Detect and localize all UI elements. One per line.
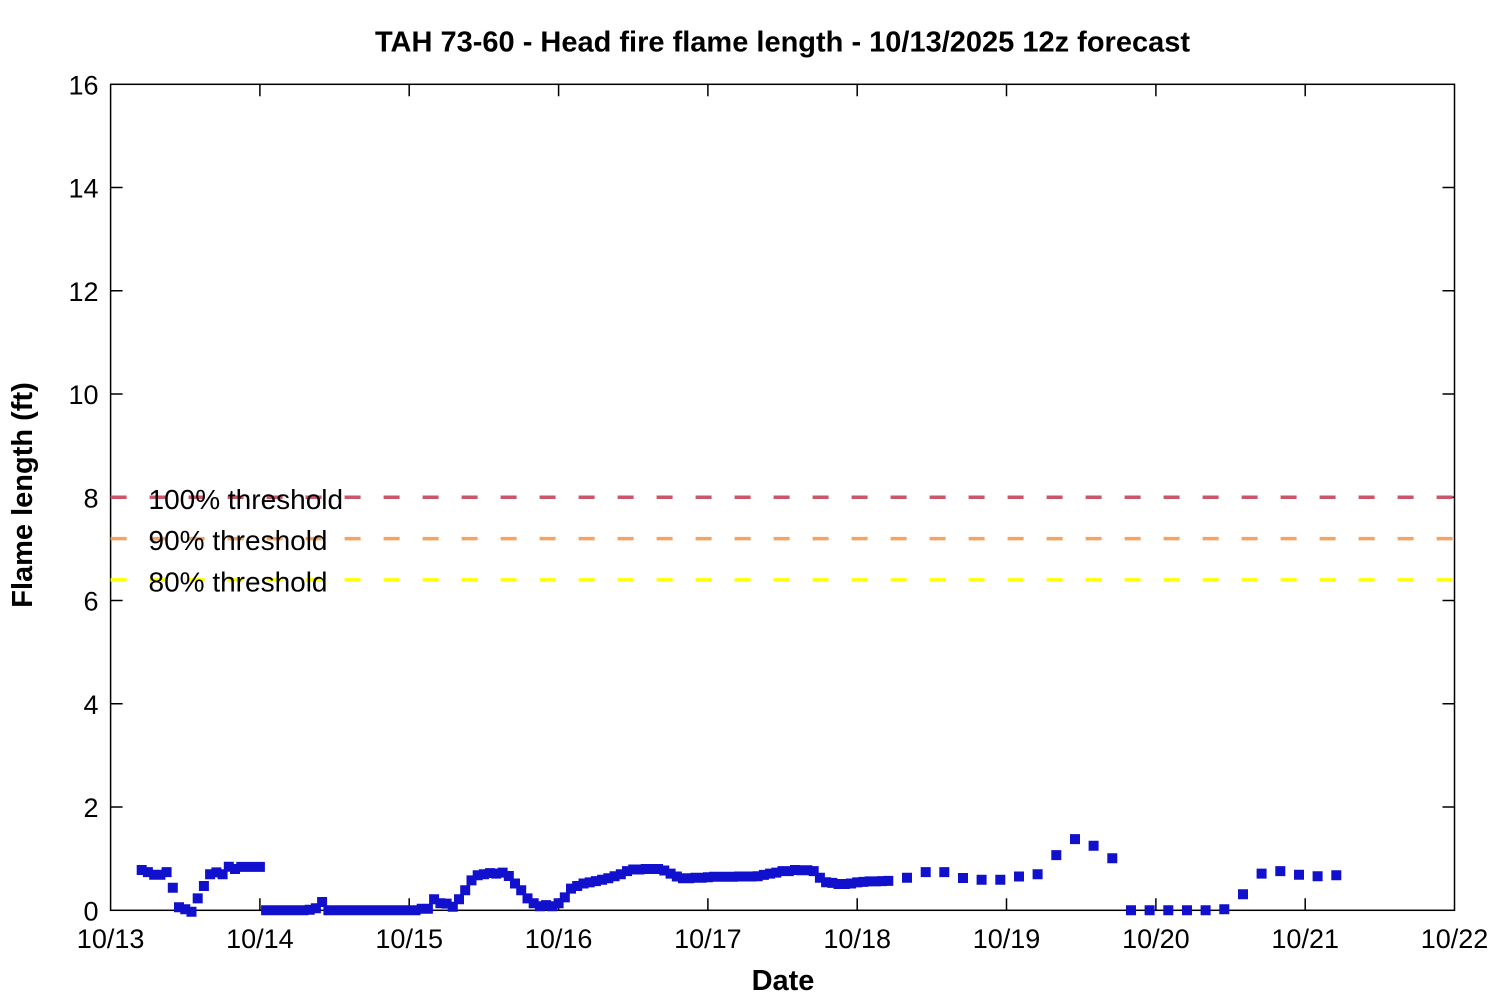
svg-text:10/18: 10/18 xyxy=(823,924,891,954)
svg-text:10/19: 10/19 xyxy=(973,924,1041,954)
svg-text:4: 4 xyxy=(83,690,98,720)
svg-text:10: 10 xyxy=(68,380,98,410)
svg-text:Flame length (ft): Flame length (ft) xyxy=(7,382,39,608)
svg-text:8: 8 xyxy=(83,483,98,513)
svg-text:TAH 73-60 - Head fire flame le: TAH 73-60 - Head fire flame length - 10/… xyxy=(375,27,1190,59)
svg-text:0: 0 xyxy=(83,896,98,926)
svg-text:14: 14 xyxy=(68,174,98,204)
svg-text:10/17: 10/17 xyxy=(674,924,742,954)
svg-text:Date: Date xyxy=(752,965,815,997)
svg-text:10/16: 10/16 xyxy=(525,924,593,954)
svg-text:16: 16 xyxy=(68,70,98,100)
svg-text:80% threshold: 80% threshold xyxy=(149,566,328,597)
svg-text:2: 2 xyxy=(83,793,98,823)
svg-text:90% threshold: 90% threshold xyxy=(149,525,328,556)
svg-text:12: 12 xyxy=(68,277,98,307)
svg-text:10/21: 10/21 xyxy=(1271,924,1339,954)
svg-text:10/15: 10/15 xyxy=(375,924,443,954)
svg-text:6: 6 xyxy=(83,587,98,617)
svg-text:10/13: 10/13 xyxy=(77,924,145,954)
svg-text:10/14: 10/14 xyxy=(226,924,294,954)
svg-text:100% threshold: 100% threshold xyxy=(149,484,344,515)
svg-text:10/22: 10/22 xyxy=(1421,924,1489,954)
svg-text:10/20: 10/20 xyxy=(1122,924,1190,954)
